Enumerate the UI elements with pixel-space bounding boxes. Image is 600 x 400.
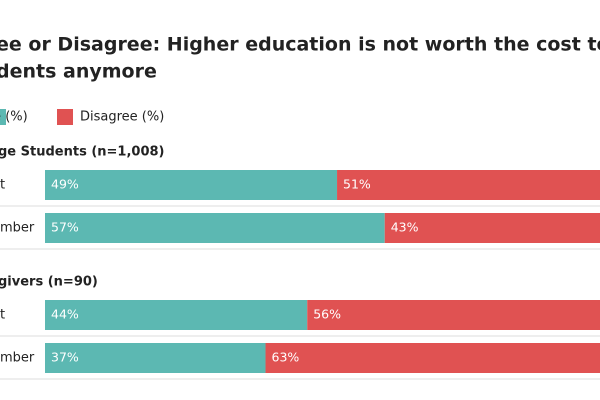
value-label: 43% <box>391 220 419 235</box>
chart-title: ee or Disagree: Higher education is not … <box>0 34 600 56</box>
value-label: 56% <box>313 307 341 322</box>
row-label: t <box>0 178 5 193</box>
row-label: t <box>0 308 5 323</box>
row-label: mber <box>0 351 35 366</box>
legend-swatch <box>57 109 73 125</box>
legend-swatch <box>0 109 6 125</box>
bar <box>337 170 600 200</box>
group-label: givers (n=90) <box>0 275 98 290</box>
value-label: 51% <box>343 177 371 192</box>
value-label: 63% <box>272 350 300 365</box>
legend-label: ree (%) <box>0 110 28 125</box>
bar <box>45 343 266 373</box>
legend-label: Disagree (%) <box>80 110 164 125</box>
value-label: 37% <box>51 350 79 365</box>
bar <box>45 213 385 243</box>
value-label: 44% <box>51 307 79 322</box>
bar <box>307 300 600 330</box>
bar <box>265 343 600 373</box>
chart-title: dents anymore <box>0 61 157 83</box>
group-label: ge Students (n=1,008) <box>0 145 165 160</box>
row-label: mber <box>0 221 35 236</box>
bar <box>45 300 308 330</box>
bar <box>45 170 338 200</box>
value-label: 57% <box>51 220 79 235</box>
value-label: 49% <box>51 177 79 192</box>
bar <box>384 213 600 243</box>
